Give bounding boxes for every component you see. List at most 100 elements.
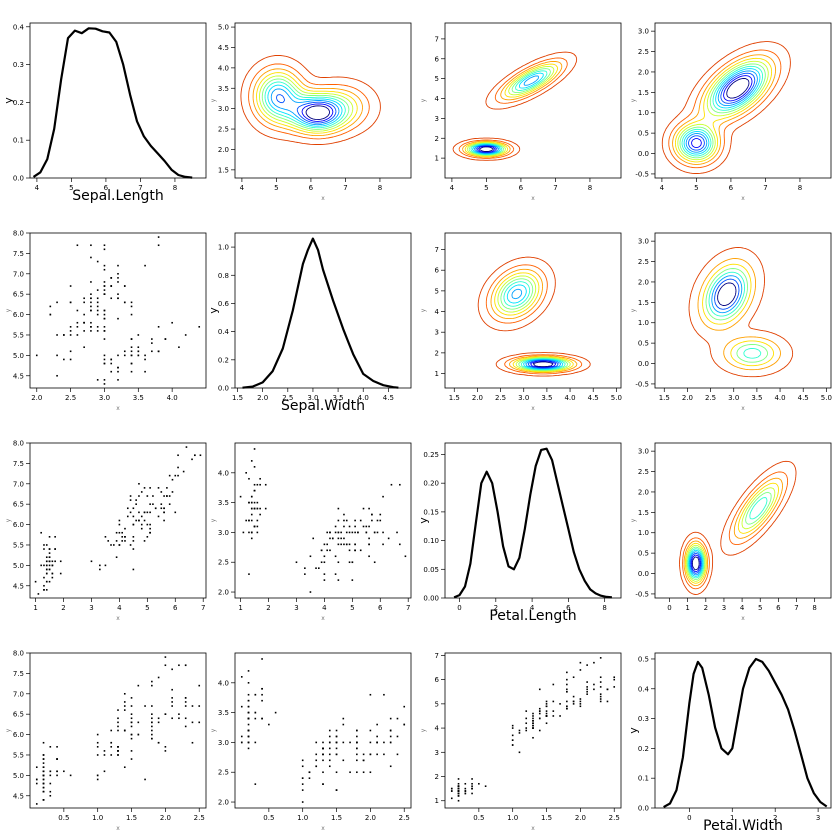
data-point [49, 305, 52, 308]
data-point [140, 523, 143, 526]
contour-level-2 [682, 471, 789, 590]
data-point [110, 746, 113, 748]
contour-level-1 [679, 460, 797, 595]
contour-level-8 [506, 284, 564, 370]
x-tick-label: 1.5 [126, 814, 137, 822]
data-point [239, 495, 242, 498]
data-point [248, 531, 250, 534]
y-tick-label: 3.0 [638, 28, 649, 36]
data-point [337, 537, 340, 540]
x-tick-label: 8 [173, 184, 177, 192]
data-point [532, 724, 534, 727]
data-point [126, 507, 129, 510]
data-point [240, 735, 243, 738]
data-point [144, 358, 146, 361]
y-axis-label: y [630, 308, 637, 312]
data-point [323, 561, 326, 564]
data-point [198, 326, 201, 328]
data-point [572, 695, 575, 698]
data-point [247, 699, 250, 702]
data-point [157, 741, 160, 744]
data-point [174, 474, 177, 477]
data-point [151, 737, 153, 740]
data-point [538, 712, 541, 715]
data-point [163, 511, 165, 514]
data-point [301, 777, 304, 779]
data-point [387, 537, 390, 540]
data-point [56, 334, 58, 336]
data-point [35, 766, 38, 769]
x-tick-label: 1.5 [449, 394, 460, 402]
data-point [538, 729, 541, 732]
data-point [559, 715, 561, 717]
data-point [117, 709, 119, 711]
x-tick-label: 1.5 [541, 814, 552, 822]
data-point [368, 543, 370, 546]
y-tick-label: 0.10 [423, 537, 439, 545]
x-tick-label: 2.5 [609, 814, 620, 822]
x-axis-label: x [531, 825, 535, 832]
data-point [525, 727, 528, 729]
data-point [96, 305, 99, 308]
data-point [545, 710, 548, 712]
data-point [123, 354, 126, 357]
contour-level-8 [471, 72, 544, 155]
data-point [49, 794, 52, 797]
y-tick-label: 7.5 [13, 460, 24, 468]
data-point [96, 301, 99, 304]
x-tick-label: 1 [730, 814, 734, 822]
data-point [48, 556, 51, 559]
variable-label: Sepal.Width [281, 398, 365, 414]
data-point [348, 525, 351, 528]
data-point [356, 771, 358, 774]
data-point [464, 787, 467, 790]
contour-level-9 [685, 70, 758, 153]
y-tick-label: 7 [435, 246, 439, 254]
x-tick-label: 7 [553, 184, 557, 192]
data-point [328, 765, 331, 768]
data-point [256, 501, 259, 504]
data-point [130, 338, 133, 340]
data-point [96, 326, 99, 328]
data-point [245, 519, 247, 522]
y-tick-label: 3.0 [218, 529, 229, 537]
contour-level-4 [674, 57, 773, 163]
x-tick-label: 0 [687, 814, 691, 822]
data-point [404, 555, 407, 558]
data-point [579, 705, 582, 708]
x-axis-label: x [321, 825, 325, 832]
data-point [247, 729, 250, 732]
data-point [48, 536, 51, 538]
data-point [259, 507, 261, 510]
data-point [118, 531, 121, 534]
data-point [130, 705, 133, 707]
x-tick-label: 4 [117, 604, 122, 612]
y-tick-label: 0.2 [13, 99, 24, 107]
x-tick-label: 2 [494, 604, 498, 612]
x-tick-label: 7 [794, 604, 798, 612]
plot-area [477, 256, 591, 377]
data-point [168, 474, 171, 477]
data-point [138, 519, 140, 522]
data-point [103, 362, 106, 365]
data-point [362, 525, 365, 528]
data-point [250, 495, 253, 498]
contour-level-9 [511, 288, 562, 370]
data-point [130, 370, 133, 373]
data-point [348, 549, 351, 552]
data-point [450, 790, 453, 792]
contour-level-3 [490, 268, 578, 374]
data-point [178, 713, 180, 715]
data-point [301, 801, 304, 803]
x-tick-label: 2.0 [160, 814, 171, 822]
y-tick-label: 2 [435, 773, 439, 781]
data-point [144, 264, 146, 267]
data-point [146, 495, 149, 497]
data-point [323, 573, 326, 575]
x-tick-label: 3.5 [133, 394, 144, 402]
data-point [171, 668, 173, 671]
x-axis-label: x [321, 195, 325, 202]
data-point [545, 715, 548, 717]
data-point [113, 544, 115, 546]
data-point [43, 564, 45, 567]
